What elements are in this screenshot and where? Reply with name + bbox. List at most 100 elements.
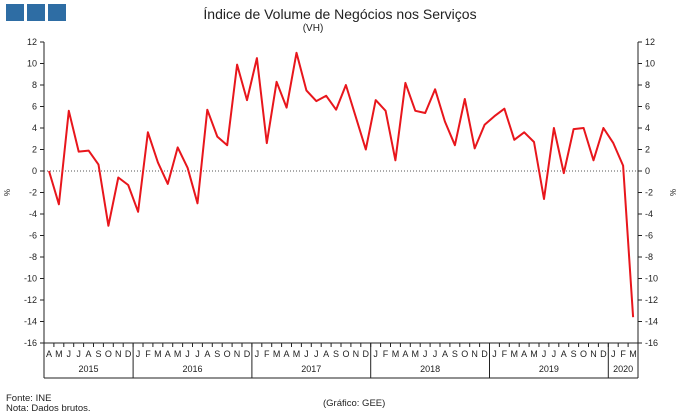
month-tick-label: F [264, 349, 270, 359]
month-tick-label: D [244, 349, 251, 359]
month-tick-label: A [46, 349, 52, 359]
month-tick-label: J [67, 349, 72, 359]
y-axis-label-left: % [3, 189, 12, 196]
y-tick-label-right: -4 [645, 209, 653, 219]
year-label: 2016 [182, 364, 202, 374]
month-tick-label: A [521, 349, 527, 359]
month-tick-label: M [530, 349, 538, 359]
month-tick-label: J [492, 349, 497, 359]
y-tick-label-right: -12 [645, 295, 658, 305]
logo-square [27, 4, 45, 21]
month-tick-label: S [95, 349, 101, 359]
month-tick-label: M [412, 349, 420, 359]
y-tick-label-left: 6 [32, 102, 37, 112]
y-tick-label-right: 2 [645, 145, 650, 155]
y-tick-label-right: -2 [645, 188, 653, 198]
month-tick-label: J [136, 349, 141, 359]
month-tick-label: N [590, 349, 597, 359]
month-tick-label: J [76, 349, 81, 359]
logo-square [6, 4, 24, 21]
month-tick-label: M [154, 349, 162, 359]
y-tick-label-right: -10 [645, 274, 658, 284]
chart-title: Índice de Volume de Negócios nos Serviço… [203, 6, 477, 22]
y-axis-label-right: % [668, 189, 677, 196]
y-tick-label-left: 0 [32, 166, 37, 176]
y-tick-label-right: 8 [645, 80, 650, 90]
chart-subtitle: (VH) [302, 23, 324, 34]
month-tick-label: D [600, 349, 607, 359]
y-tick-label-right: 10 [645, 59, 655, 69]
logo-square [48, 4, 66, 21]
month-tick-label: A [204, 349, 210, 359]
note-text: Nota: Dados brutos. [6, 403, 91, 414]
y-tick-label-left: -10 [24, 274, 37, 284]
month-tick-label: M [629, 349, 637, 359]
month-tick-label: O [224, 349, 231, 359]
month-tick-label: J [552, 349, 557, 359]
month-tick-label: J [195, 349, 200, 359]
source-text: Fonte: INE [6, 393, 52, 404]
year-label: 2019 [539, 364, 559, 374]
month-tick-label: S [214, 349, 220, 359]
month-tick-label: D [363, 349, 370, 359]
y-tick-label-left: 10 [27, 59, 37, 69]
month-tick-label: M [392, 349, 400, 359]
month-tick-label: S [452, 349, 458, 359]
month-tick-label: O [461, 349, 468, 359]
month-tick-label: J [373, 349, 378, 359]
y-tick-label-right: -8 [645, 252, 653, 262]
month-tick-label: O [580, 349, 587, 359]
month-tick-label: N [471, 349, 478, 359]
month-tick-label: J [255, 349, 260, 359]
credit-text: (Gráfico: GEE) [323, 398, 386, 409]
y-tick-label-left: 4 [32, 123, 37, 133]
year-label: 2018 [420, 364, 440, 374]
y-tick-label-left: -2 [29, 188, 37, 198]
month-tick-label: J [185, 349, 190, 359]
month-tick-label: N [115, 349, 122, 359]
month-tick-label: M [293, 349, 301, 359]
month-tick-label: F [620, 349, 626, 359]
y-tick-label-right: -16 [645, 338, 658, 348]
month-tick-label: F [502, 349, 508, 359]
series-line [48, 51, 635, 318]
y-tick-label-left: -6 [29, 231, 37, 241]
y-tick-label-right: 4 [645, 123, 650, 133]
month-tick-label: J [542, 349, 547, 359]
y-tick-label-left: 8 [32, 80, 37, 90]
month-tick-label: M [273, 349, 281, 359]
y-tick-label-left: -4 [29, 209, 37, 219]
month-tick-label: D [481, 349, 488, 359]
month-tick-label: A [442, 349, 448, 359]
ine-logo-icon [6, 4, 66, 21]
year-label: 2017 [301, 364, 321, 374]
month-tick-label: S [571, 349, 577, 359]
y-tick-label-left: -8 [29, 252, 37, 262]
y-tick-label-right: 6 [645, 102, 650, 112]
y-tick-label-left: -12 [24, 295, 37, 305]
month-tick-label: F [383, 349, 389, 359]
month-tick-label: A [86, 349, 92, 359]
month-tick-label: N [353, 349, 360, 359]
year-label: 2020 [613, 364, 633, 374]
month-tick-label: F [145, 349, 151, 359]
y-tick-label-right: 0 [645, 166, 650, 176]
month-tick-label: S [333, 349, 339, 359]
y-tick-label-left: 12 [27, 37, 37, 47]
month-tick-label: J [304, 349, 309, 359]
month-tick-label: J [314, 349, 319, 359]
y-tick-label-right: 12 [645, 37, 655, 47]
month-tick-label: J [611, 349, 616, 359]
month-tick-label: A [561, 349, 567, 359]
month-tick-label: D [125, 349, 132, 359]
month-tick-label: O [105, 349, 112, 359]
y-tick-label-left: -16 [24, 338, 37, 348]
year-label: 2015 [79, 364, 99, 374]
month-tick-label: J [433, 349, 438, 359]
month-tick-label: M [174, 349, 182, 359]
y-tick-label-left: -14 [24, 317, 37, 327]
month-tick-label: M [511, 349, 519, 359]
month-tick-label: A [165, 349, 171, 359]
month-tick-label: N [234, 349, 241, 359]
